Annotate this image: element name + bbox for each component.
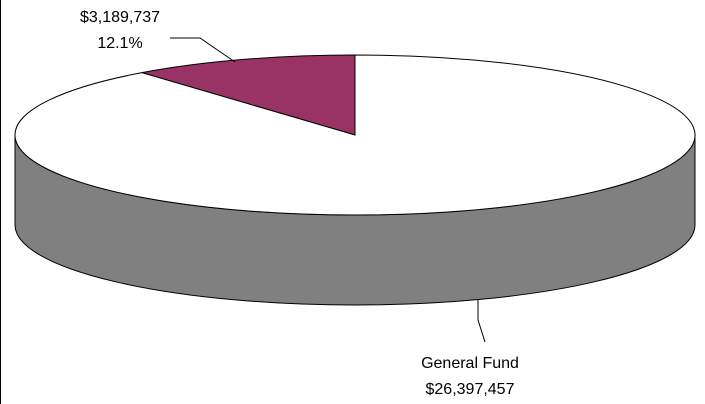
leader-line (477, 300, 486, 343)
pie-slice (141, 54, 356, 136)
pie-slice (14, 54, 696, 216)
category-label: General Fund (421, 355, 519, 372)
value-label: $26,397,457 (426, 381, 515, 398)
value-label: $3,189,737 (80, 9, 160, 26)
leader-line (170, 37, 236, 63)
percent-label: 12.1% (97, 35, 142, 52)
